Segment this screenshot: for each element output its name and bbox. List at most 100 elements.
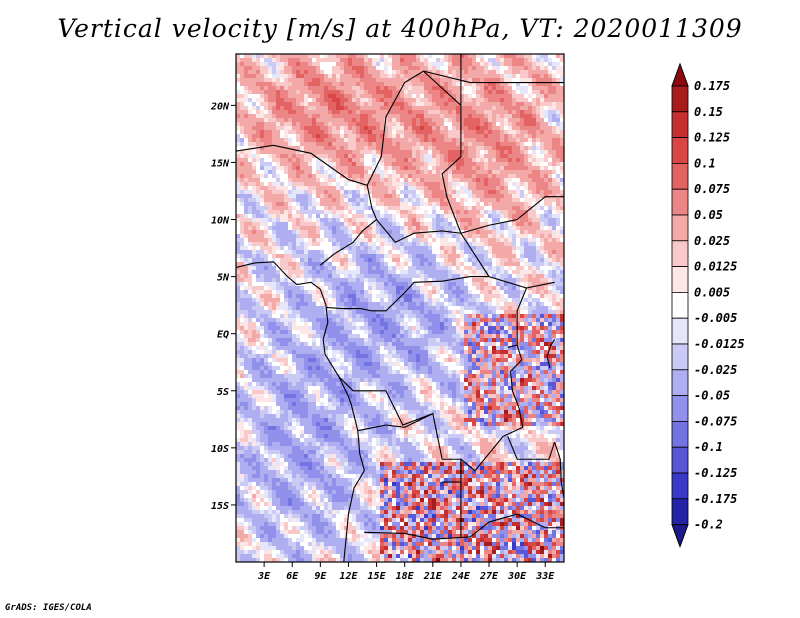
- field-cell: [440, 82, 445, 87]
- field-cell: [544, 230, 549, 235]
- field-cell: [268, 150, 273, 155]
- field-cell: [452, 126, 457, 131]
- field-cell: [428, 218, 433, 223]
- field-cell: [292, 194, 297, 199]
- field-cell: [516, 158, 521, 163]
- field-cell: [336, 154, 341, 159]
- field-cell: [464, 162, 469, 167]
- field-cell: [388, 286, 393, 291]
- field-cell: [292, 222, 297, 227]
- field-cell: [512, 70, 517, 75]
- field-cell: [444, 294, 449, 299]
- field-cell: [404, 214, 409, 219]
- field-cell: [272, 94, 277, 99]
- field-cell: [500, 282, 505, 287]
- field-cell: [552, 202, 557, 207]
- field-cell: [372, 282, 377, 287]
- field-cell: [384, 98, 389, 103]
- field-cell: [428, 222, 433, 227]
- field-cell: [492, 258, 497, 263]
- field-cell: [548, 206, 553, 211]
- field-cell: [452, 106, 457, 111]
- field-cell: [412, 86, 417, 91]
- field-cell: [252, 86, 257, 91]
- field-cell: [312, 114, 317, 119]
- field-cell: [332, 54, 337, 59]
- field-cell: [412, 118, 417, 123]
- field-cell: [360, 286, 365, 291]
- field-cell: [464, 102, 469, 107]
- field-cell: [484, 138, 489, 143]
- field-cell: [420, 66, 425, 71]
- field-cell: [244, 62, 249, 67]
- field-cell: [412, 134, 417, 139]
- field-cell: [244, 210, 249, 215]
- field-cell: [460, 146, 465, 151]
- field-cell: [520, 146, 525, 151]
- field-cell: [392, 226, 397, 231]
- field-cell: [444, 118, 449, 123]
- field-cell: [284, 122, 289, 127]
- field-cell: [372, 94, 377, 99]
- field-cell: [524, 222, 529, 227]
- field-cell: [332, 266, 337, 271]
- field-cell: [420, 238, 425, 243]
- field-cell: [412, 290, 417, 295]
- field-cell: [444, 206, 449, 211]
- field-cell: [268, 286, 273, 291]
- field-cell: [476, 198, 481, 203]
- field-cell: [500, 78, 505, 83]
- field-cell: [268, 182, 273, 187]
- field-cell: [292, 118, 297, 123]
- field-cell: [308, 106, 313, 111]
- field-cell: [388, 78, 393, 83]
- field-cell: [436, 86, 441, 91]
- field-cell: [376, 154, 381, 159]
- field-cell: [500, 106, 505, 111]
- field-cell: [248, 294, 253, 299]
- field-cell: [388, 126, 393, 131]
- field-cell: [240, 86, 245, 91]
- field-cell: [376, 158, 381, 163]
- field-cell: [264, 142, 269, 147]
- field-cell: [292, 182, 297, 187]
- field-cell: [256, 234, 261, 239]
- field-cell: [244, 94, 249, 99]
- field-cell: [464, 294, 469, 299]
- field-cell: [508, 58, 513, 63]
- field-cell: [416, 162, 421, 167]
- field-cell: [376, 214, 381, 219]
- field-cell: [460, 154, 465, 159]
- field-cell: [432, 238, 437, 243]
- field-cell: [532, 234, 537, 239]
- field-cell: [296, 278, 301, 283]
- field-cell: [344, 106, 349, 111]
- field-cell: [372, 142, 377, 147]
- field-cell: [272, 98, 277, 103]
- field-cell: [528, 162, 533, 167]
- field-cell: [316, 230, 321, 235]
- field-cell: [304, 274, 309, 279]
- field-cell: [332, 274, 337, 279]
- field-cell: [252, 226, 257, 231]
- field-cell: [348, 98, 353, 103]
- field-cell: [324, 194, 329, 199]
- field-cell: [520, 290, 525, 295]
- field-cell: [340, 258, 345, 263]
- field-cell: [560, 66, 564, 71]
- field-cell: [444, 258, 449, 263]
- field-cell: [396, 74, 401, 79]
- field-cell: [260, 266, 265, 271]
- field-cell: [428, 194, 433, 199]
- field-cell: [532, 146, 537, 151]
- field-cell: [500, 198, 505, 203]
- field-cell: [496, 58, 501, 63]
- field-cell: [408, 234, 413, 239]
- field-cell: [408, 142, 413, 147]
- field-cell: [448, 242, 453, 247]
- field-cell: [504, 94, 509, 99]
- field-cell: [532, 174, 537, 179]
- field-cell: [304, 242, 309, 247]
- field-cell: [340, 110, 345, 115]
- field-cell: [484, 246, 489, 251]
